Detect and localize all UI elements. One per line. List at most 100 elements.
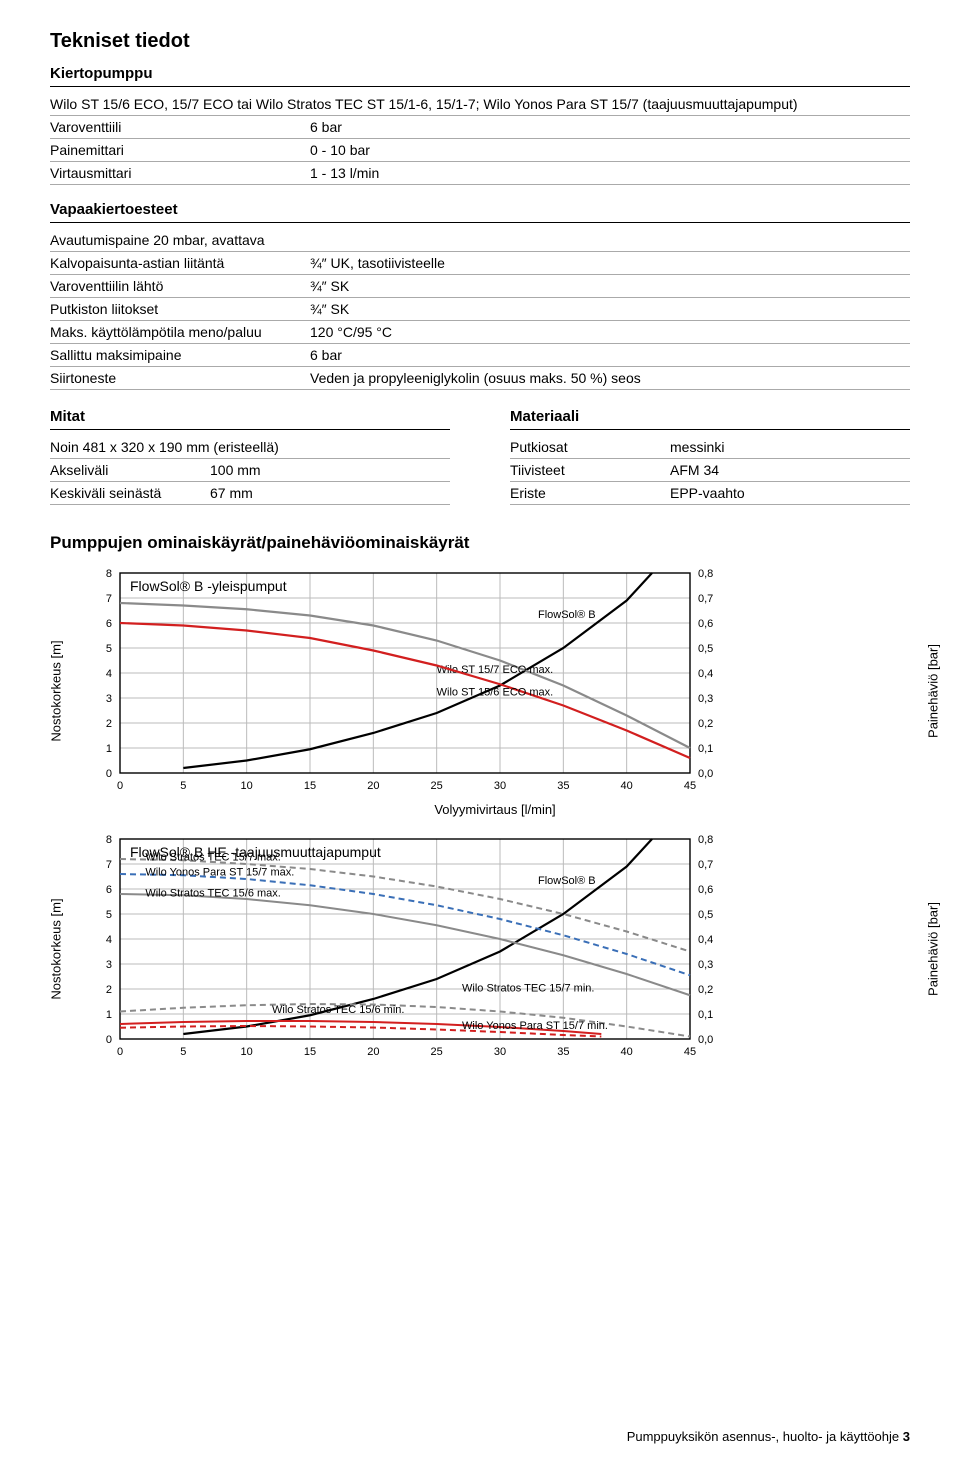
svg-text:Wilo Yonos Para ST 15/7 min.: Wilo Yonos Para ST 15/7 min. (462, 1020, 608, 1032)
svg-text:10: 10 (241, 1046, 253, 1058)
svg-text:5: 5 (106, 909, 112, 921)
spec-label: Siirtoneste (50, 370, 310, 386)
svg-text:0,6: 0,6 (698, 618, 713, 630)
svg-text:5: 5 (106, 643, 112, 655)
svg-text:35: 35 (557, 780, 569, 792)
svg-text:8: 8 (106, 834, 112, 846)
svg-text:0,8: 0,8 (698, 568, 713, 580)
spec-label: Varoventtiili (50, 119, 310, 135)
chart-2: Nostokorkeus [m] Painehäviö [bar] 051015… (80, 831, 910, 1066)
xlabel: Volyymivirtaus [l/min] (80, 802, 910, 817)
spec-value: Veden ja propyleeniglykolin (osuus maks.… (310, 370, 910, 386)
spec-value: AFM 34 (670, 462, 910, 478)
spec-label: Akseliväli (50, 462, 210, 478)
spec-row: Sallittu maksimipaine6 bar (50, 344, 910, 367)
spec-row: TiivisteetAFM 34 (510, 459, 910, 482)
svg-text:0: 0 (106, 1034, 112, 1046)
svg-text:1: 1 (106, 743, 112, 755)
svg-text:15: 15 (304, 780, 316, 792)
svg-text:40: 40 (621, 1046, 633, 1058)
svg-text:6: 6 (106, 618, 112, 630)
spec-desc: Avautumispaine 20 mbar, avattava (50, 229, 910, 252)
spec-label: Eriste (510, 485, 670, 501)
spec-row: Putkiston liitokset¾″ SK (50, 298, 910, 321)
ylabel-left: Nostokorkeus [m] (49, 640, 64, 741)
svg-text:Wilo Stratos TEC 15/7 max.: Wilo Stratos TEC 15/7 max. (145, 851, 281, 863)
svg-text:4: 4 (106, 668, 112, 680)
svg-text:3: 3 (106, 959, 112, 971)
svg-text:5: 5 (180, 780, 186, 792)
footer: Pumppuyksikön asennus-, huolto- ja käytt… (627, 1429, 910, 1444)
svg-text:35: 35 (557, 1046, 569, 1058)
spec-label: Virtausmittari (50, 165, 310, 181)
spec-row: Putkiosatmessinki (510, 436, 910, 459)
svg-text:0,0: 0,0 (698, 768, 713, 780)
footer-text: Pumppuyksikön asennus-, huolto- ja käytt… (627, 1429, 899, 1444)
svg-text:25: 25 (431, 1046, 443, 1058)
spec-desc: Wilo ST 15/6 ECO, 15/7 ECO tai Wilo Stra… (50, 93, 910, 116)
svg-text:25: 25 (431, 780, 443, 792)
svg-text:FlowSol® B -yleispumput: FlowSol® B -yleispumput (130, 578, 287, 594)
svg-text:0: 0 (117, 780, 123, 792)
svg-text:3: 3 (106, 693, 112, 705)
spec-desc: Noin 481 x 320 x 190 mm (eristeellä) (50, 436, 450, 459)
svg-text:0,1: 0,1 (698, 743, 713, 755)
svg-text:15: 15 (304, 1046, 316, 1058)
spec-value: 1 - 13 l/min (310, 165, 910, 181)
spec-value: EPP-vaahto (670, 485, 910, 501)
section-head-vapaakierto: Vapaakiertoesteet (50, 201, 910, 223)
section-head-materiaali: Materiaali (510, 408, 910, 430)
svg-text:0,1: 0,1 (698, 1009, 713, 1021)
spec-row: SiirtonesteVeden ja propyleeniglykolin (… (50, 367, 910, 390)
spec-row: EristeEPP-vaahto (510, 482, 910, 505)
svg-text:0,4: 0,4 (698, 934, 713, 946)
svg-text:0,7: 0,7 (698, 593, 713, 605)
section-head-kiertopumppu: Kiertopumppu (50, 65, 910, 87)
svg-text:0,4: 0,4 (698, 668, 713, 680)
spec-label: Putkiston liitokset (50, 301, 310, 317)
page-number: 3 (903, 1429, 910, 1444)
spec-row: Virtausmittari1 - 13 l/min (50, 162, 910, 185)
svg-text:FlowSol® B: FlowSol® B (538, 875, 596, 887)
svg-text:45: 45 (684, 780, 696, 792)
svg-text:2: 2 (106, 718, 112, 730)
spec-row: Maks. käyttölämpötila meno/paluu120 °C/9… (50, 321, 910, 344)
svg-text:20: 20 (367, 1046, 379, 1058)
svg-text:0,8: 0,8 (698, 834, 713, 846)
page-title: Tekniset tiedot (50, 30, 910, 53)
svg-text:45: 45 (684, 1046, 696, 1058)
svg-text:4: 4 (106, 934, 112, 946)
svg-text:0,5: 0,5 (698, 643, 713, 655)
spec-value: 100 mm (210, 462, 450, 478)
spec-row: Keskiväli seinästä67 mm (50, 482, 450, 505)
ylabel-left: Nostokorkeus [m] (49, 898, 64, 999)
svg-text:FlowSol® B: FlowSol® B (538, 609, 596, 621)
svg-text:40: 40 (621, 780, 633, 792)
spec-value: 6 bar (310, 119, 910, 135)
spec-value: ¾″ SK (310, 278, 910, 294)
svg-text:7: 7 (106, 593, 112, 605)
svg-text:0: 0 (117, 1046, 123, 1058)
chart-1: Nostokorkeus [m] Painehäviö [bar] 051015… (80, 565, 910, 817)
svg-text:20: 20 (367, 780, 379, 792)
spec-label: Putkiosat (510, 439, 670, 455)
svg-text:Wilo ST 15/6 ECO max.: Wilo ST 15/6 ECO max. (437, 687, 554, 699)
spec-value: messinki (670, 439, 910, 455)
svg-text:0,0: 0,0 (698, 1034, 713, 1046)
svg-text:Wilo Stratos TEC 15/6 min.: Wilo Stratos TEC 15/6 min. (272, 1004, 404, 1016)
spec-row: Painemittari0 - 10 bar (50, 139, 910, 162)
spec-label: Sallittu maksimipaine (50, 347, 310, 363)
spec-value: ¾″ SK (310, 301, 910, 317)
svg-text:0,6: 0,6 (698, 884, 713, 896)
spec-row: Akseliväli100 mm (50, 459, 450, 482)
spec-label: Kalvopaisunta-astian liitäntä (50, 255, 310, 271)
svg-text:30: 30 (494, 780, 506, 792)
spec-value: 0 - 10 bar (310, 142, 910, 158)
ylabel-right: Painehäviö [bar] (926, 902, 941, 996)
svg-text:0,2: 0,2 (698, 718, 713, 730)
spec-label: Keskiväli seinästä (50, 485, 210, 501)
svg-text:30: 30 (494, 1046, 506, 1058)
svg-text:2: 2 (106, 984, 112, 996)
svg-text:6: 6 (106, 884, 112, 896)
svg-text:5: 5 (180, 1046, 186, 1058)
